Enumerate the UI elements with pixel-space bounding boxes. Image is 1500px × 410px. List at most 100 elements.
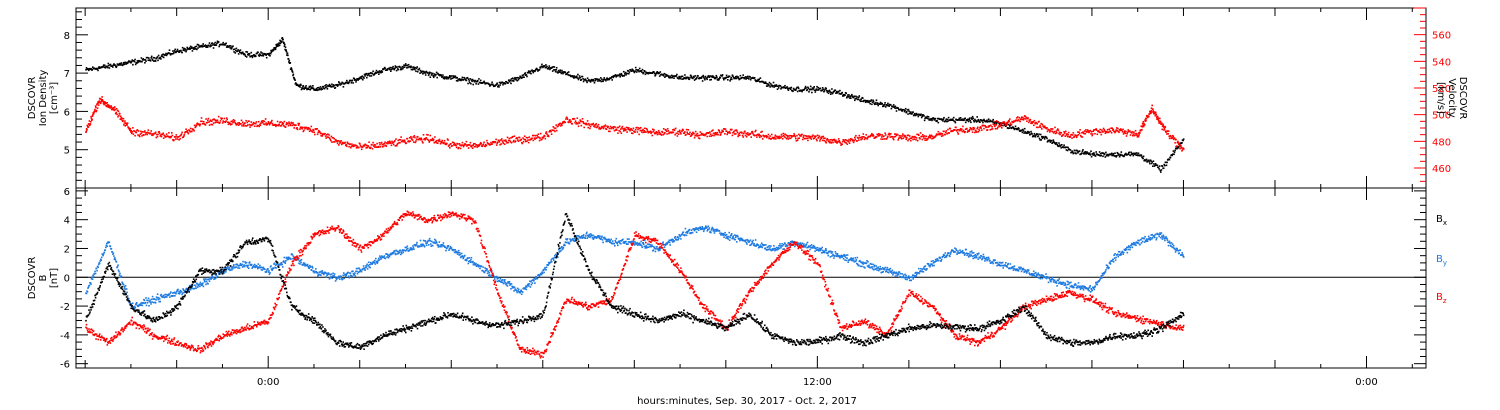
density-point xyxy=(284,48,286,51)
density-point xyxy=(915,112,918,115)
density-point xyxy=(725,76,727,79)
by-point xyxy=(348,276,351,279)
density-point xyxy=(819,87,822,90)
velocity-point xyxy=(306,126,308,129)
velocity-point xyxy=(336,140,338,143)
velocity-point xyxy=(612,127,615,130)
velocity-point xyxy=(640,126,642,129)
density-point xyxy=(875,99,878,101)
density-point xyxy=(1092,154,1095,156)
velocity-point xyxy=(506,142,508,144)
velocity-point xyxy=(783,134,785,137)
density-point xyxy=(901,110,903,112)
by-point xyxy=(118,274,121,276)
velocity-point xyxy=(778,137,781,140)
by-point xyxy=(508,282,510,285)
velocity-point xyxy=(139,133,142,135)
density-point xyxy=(665,74,668,76)
velocity-point xyxy=(720,133,722,135)
velocity-point xyxy=(800,135,802,137)
velocity-point xyxy=(89,123,92,125)
velocity-point xyxy=(1002,124,1005,127)
velocity-point xyxy=(767,133,770,136)
density-point xyxy=(478,78,480,80)
density-point xyxy=(470,82,472,85)
density-point xyxy=(734,77,736,80)
density-point xyxy=(809,88,811,90)
velocity-point xyxy=(274,123,277,126)
by-point xyxy=(106,245,109,248)
density-point xyxy=(514,76,516,79)
density-point xyxy=(696,76,698,79)
velocity-point xyxy=(711,134,714,137)
density-point xyxy=(982,119,985,122)
density-point xyxy=(96,68,99,71)
velocity-point xyxy=(497,141,499,144)
density-point xyxy=(172,50,174,52)
density-point xyxy=(153,57,156,59)
density-point xyxy=(160,55,163,58)
velocity-point xyxy=(288,122,291,125)
by-point xyxy=(241,263,243,266)
velocity-point xyxy=(186,130,188,132)
velocity-point xyxy=(829,139,831,141)
density-point xyxy=(921,115,924,117)
density-point xyxy=(292,73,295,76)
velocity-point xyxy=(1016,120,1018,122)
density-point xyxy=(453,76,456,79)
density-point xyxy=(216,42,218,44)
velocity-point xyxy=(1026,120,1028,122)
density-point xyxy=(193,48,196,50)
density-point xyxy=(176,48,179,51)
velocity-point xyxy=(650,131,653,133)
velocity-point xyxy=(628,127,630,129)
density-point xyxy=(989,119,992,122)
density-point xyxy=(874,103,877,105)
velocity-point xyxy=(578,122,581,124)
velocity-point xyxy=(820,137,823,140)
velocity-point xyxy=(159,135,162,137)
velocity-point xyxy=(406,137,409,140)
velocity-point xyxy=(371,144,373,146)
by-point xyxy=(286,256,288,259)
velocity-point xyxy=(364,143,367,146)
velocity-point xyxy=(747,132,749,134)
density-point xyxy=(797,86,799,88)
velocity-point xyxy=(955,130,958,132)
by-point xyxy=(419,245,421,248)
by-point xyxy=(530,280,532,283)
by-point xyxy=(366,263,368,266)
by-point xyxy=(480,265,483,267)
velocity-point xyxy=(152,134,154,137)
density-point xyxy=(113,63,115,65)
density-point xyxy=(1037,135,1040,137)
by-point xyxy=(195,285,197,287)
velocity-point xyxy=(1078,131,1080,133)
by-point xyxy=(338,276,340,279)
density-point xyxy=(993,122,996,124)
density-point xyxy=(678,75,680,78)
density-point xyxy=(594,78,596,80)
velocity-point xyxy=(85,131,87,133)
velocity-point xyxy=(210,123,212,126)
velocity-point xyxy=(308,130,311,132)
density-point xyxy=(118,62,121,65)
density-point xyxy=(848,97,851,99)
velocity-point xyxy=(875,136,878,138)
top-plot-frame xyxy=(75,7,1427,189)
by-point xyxy=(146,299,148,302)
velocity-point xyxy=(631,129,633,131)
density-point xyxy=(192,48,195,50)
density-point xyxy=(968,117,971,119)
density-point xyxy=(1087,152,1089,155)
density-point xyxy=(1117,152,1119,155)
density-point xyxy=(152,56,155,59)
by-point xyxy=(87,287,89,289)
by-point xyxy=(362,265,365,267)
density-point xyxy=(456,76,458,79)
density-point xyxy=(165,54,168,57)
velocity-point xyxy=(105,102,107,104)
density-point xyxy=(582,78,584,80)
by-point xyxy=(503,280,506,283)
velocity-point xyxy=(688,133,691,135)
